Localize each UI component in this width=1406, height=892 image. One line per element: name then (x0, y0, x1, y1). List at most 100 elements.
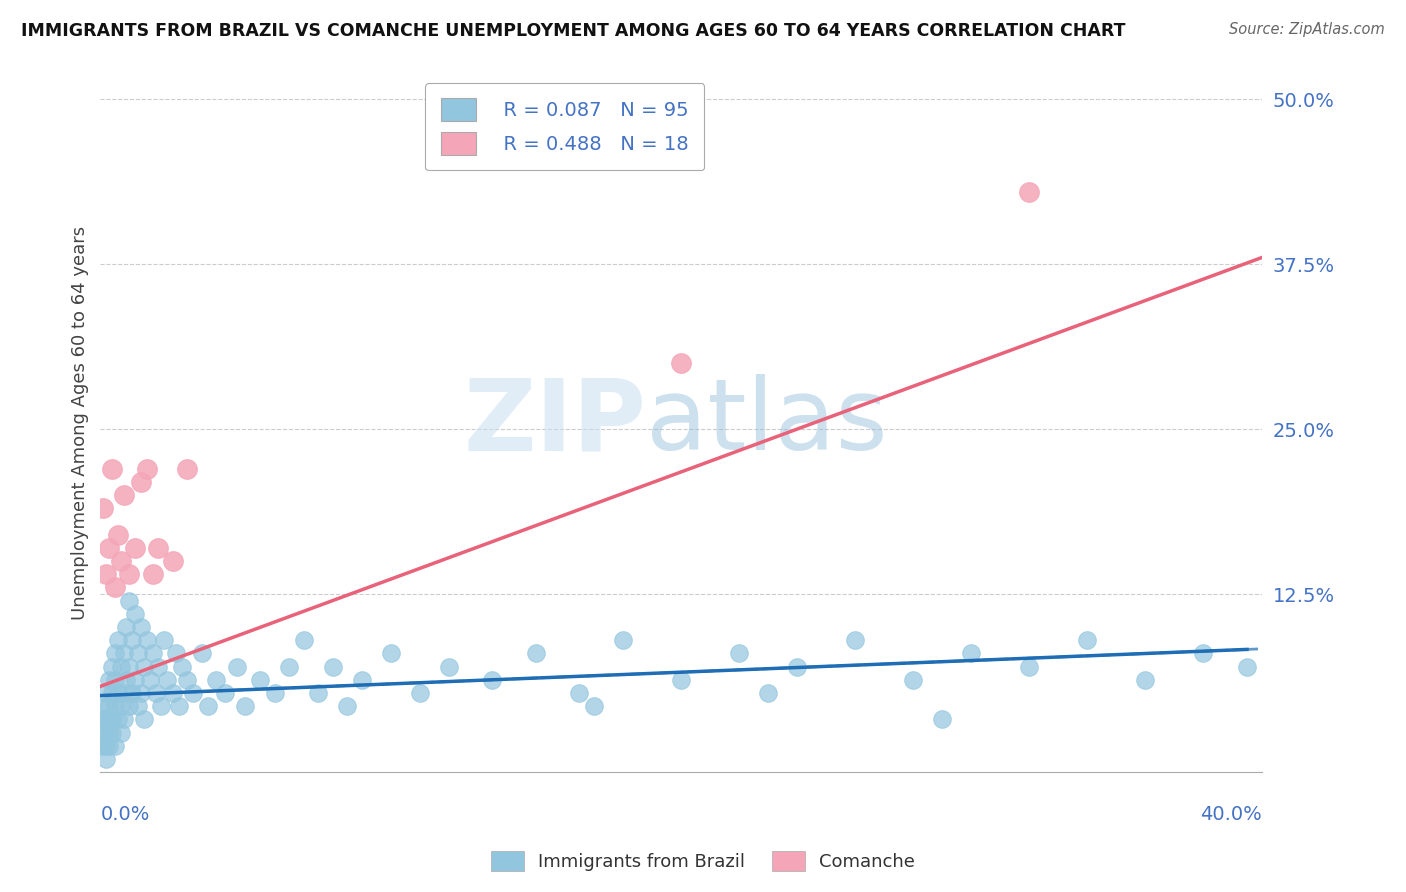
Point (165, 646, 187, 660)
Point (844, 633, 866, 648)
Point (249, 673, 271, 687)
Point (225, 659, 247, 673)
Point (1236, 659, 1258, 673)
Point (96, 567, 118, 582)
Point (1135, 673, 1157, 687)
Point (115, 673, 138, 687)
Text: Source: ZipAtlas.com: Source: ZipAtlas.com (1229, 22, 1385, 37)
Point (96, 725, 118, 739)
Point (118, 659, 141, 673)
Point (112, 488, 135, 502)
Point (1076, 633, 1098, 648)
Point (135, 461, 157, 475)
Point (197, 699, 219, 714)
Point (263, 686, 285, 700)
Point (1018, 185, 1040, 199)
Point (127, 646, 149, 660)
Point (110, 725, 132, 739)
Point (121, 633, 143, 648)
Point (124, 607, 146, 621)
Point (115, 620, 138, 634)
Point (728, 646, 751, 660)
Point (132, 712, 155, 726)
Point (336, 699, 359, 714)
Point (176, 673, 198, 687)
Point (214, 686, 236, 700)
Point (101, 725, 124, 739)
Point (98, 725, 121, 739)
Point (112, 712, 135, 726)
Legend:   R = 0.087   N = 95,   R = 0.488   N = 18: R = 0.087 N = 95, R = 0.488 N = 18 (425, 83, 704, 170)
Point (129, 620, 152, 634)
Point (91, 725, 114, 739)
Point (278, 659, 301, 673)
Point (101, 686, 124, 700)
Text: IMMIGRANTS FROM BRAZIL VS COMANCHE UNEMPLOYMENT AMONG AGES 60 TO 64 YEARS CORREL: IMMIGRANTS FROM BRAZIL VS COMANCHE UNEMP… (21, 22, 1126, 40)
Point (669, 673, 692, 687)
Point (98, 541, 121, 555)
Point (901, 673, 924, 687)
Point (107, 712, 129, 726)
Point (408, 686, 430, 700)
Point (104, 673, 127, 687)
Point (148, 659, 170, 673)
Point (669, 356, 692, 370)
Point (96, 686, 118, 700)
Point (786, 659, 808, 673)
Point (112, 686, 135, 700)
Point (129, 686, 152, 700)
Point (98, 739, 121, 753)
Point (98, 699, 121, 714)
Point (91, 501, 114, 516)
Point (756, 686, 779, 700)
Point (129, 475, 152, 489)
Point (170, 659, 193, 673)
Point (150, 699, 173, 714)
Point (524, 646, 547, 660)
Point (96, 739, 118, 753)
Point (91, 739, 114, 753)
Point (110, 659, 132, 673)
Point (582, 699, 605, 714)
Point (104, 581, 127, 595)
Point (153, 633, 176, 648)
Point (98, 712, 121, 726)
Y-axis label: Unemployment Among Ages 60 to 64 years: Unemployment Among Ages 60 to 64 years (72, 226, 89, 620)
Point (124, 673, 146, 687)
Point (350, 673, 373, 687)
Point (124, 541, 146, 555)
Point (205, 673, 228, 687)
Point (1192, 646, 1215, 660)
Point (112, 646, 135, 660)
Point (568, 686, 591, 700)
Point (107, 633, 129, 648)
Point (127, 699, 149, 714)
Point (104, 739, 127, 753)
Text: ZIP: ZIP (463, 374, 647, 471)
Point (612, 633, 634, 648)
Point (1018, 659, 1040, 673)
Legend: Immigrants from Brazil, Comanche: Immigrants from Brazil, Comanche (484, 844, 922, 879)
Text: 40.0%: 40.0% (1199, 805, 1261, 824)
Point (437, 659, 460, 673)
Point (98, 673, 121, 687)
Point (96, 752, 118, 766)
Point (162, 686, 184, 700)
Text: atlas: atlas (647, 374, 887, 471)
Point (307, 686, 329, 700)
Point (191, 646, 214, 660)
Point (101, 712, 124, 726)
Point (96, 712, 118, 726)
Point (104, 699, 127, 714)
Point (132, 659, 155, 673)
Point (142, 567, 165, 582)
Point (101, 461, 124, 475)
Point (96, 699, 118, 714)
Point (101, 659, 124, 673)
Point (322, 659, 344, 673)
Point (118, 699, 141, 714)
Point (91, 712, 114, 726)
Point (110, 699, 132, 714)
Point (176, 461, 198, 475)
Point (135, 633, 157, 648)
